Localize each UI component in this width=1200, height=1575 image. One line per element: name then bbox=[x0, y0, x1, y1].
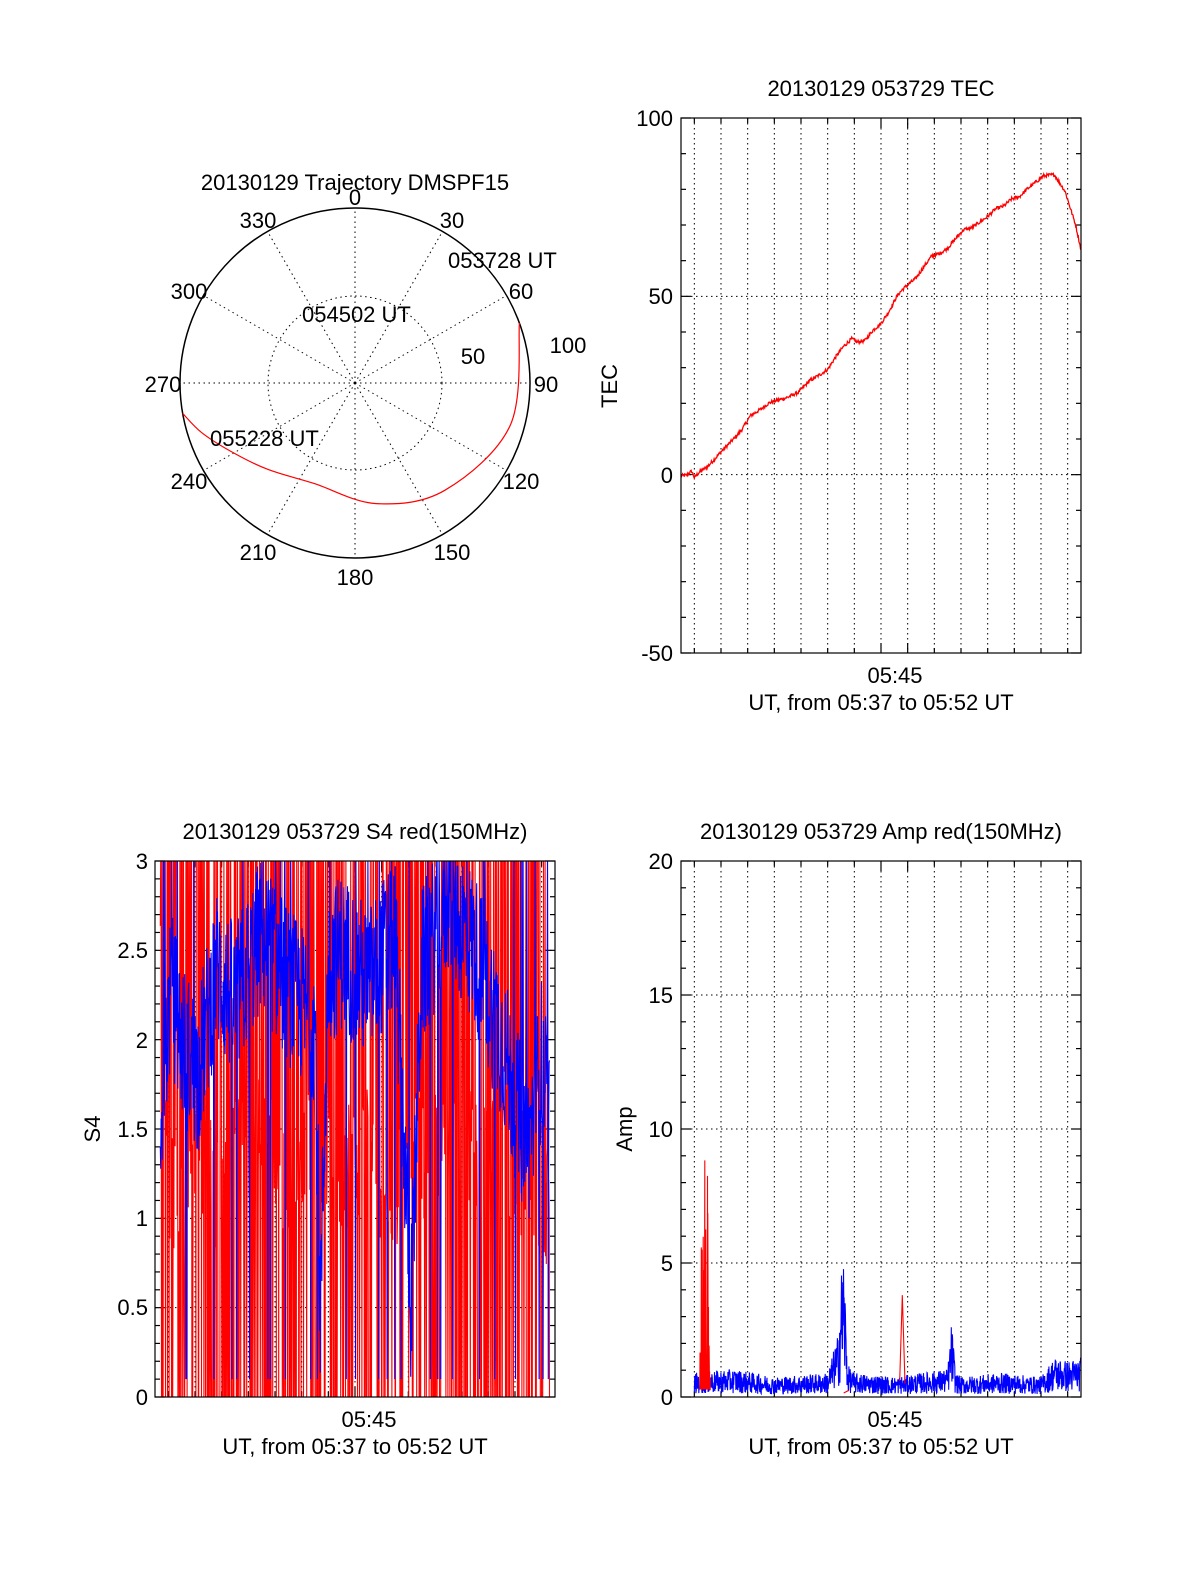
polar-azimuth-labels: 0 30 60 90 120 150 180 210 240 270 300 3… bbox=[145, 185, 559, 590]
amp-chart: 20130129 053729 Amp red(150MHz) 20 15 10… bbox=[612, 819, 1082, 1459]
azimuth-label-0: 0 bbox=[349, 185, 361, 210]
polar-spoke bbox=[354, 382, 443, 535]
tec-ylabel: TEC bbox=[597, 364, 622, 408]
tec-xtick-0545: 05:45 bbox=[867, 663, 922, 688]
s4-ylabel: S4 bbox=[80, 1116, 105, 1143]
azimuth-label-150: 150 bbox=[434, 540, 471, 565]
s4-xlabel: UT, from 05:37 to 05:52 UT bbox=[222, 1434, 487, 1459]
tec-ytick-0: 0 bbox=[661, 463, 673, 488]
polar-spoke bbox=[203, 382, 356, 471]
polar-spoke bbox=[267, 382, 356, 535]
polar-spoke bbox=[354, 231, 443, 384]
azimuth-label-180: 180 bbox=[337, 565, 374, 590]
azimuth-label-60: 60 bbox=[509, 279, 533, 304]
tec-xlabel: UT, from 05:37 to 05:52 UT bbox=[748, 690, 1013, 715]
tec-plot-frame bbox=[680, 117, 1082, 654]
amp-ytick-20: 20 bbox=[649, 849, 673, 874]
amp-series bbox=[693, 1160, 1082, 1396]
s4-series-blue bbox=[159, 860, 551, 1380]
tec-ytick-100: 100 bbox=[636, 106, 673, 131]
tec-ytick-50: 50 bbox=[649, 284, 673, 309]
polar-chart: 20130129 Trajectory DMSPF15 0 30 60 90 1… bbox=[145, 170, 587, 590]
amp-title: 20130129 053729 Amp red(150MHz) bbox=[700, 819, 1062, 844]
amp-series-blue bbox=[693, 1269, 1082, 1396]
azimuth-label-330: 330 bbox=[240, 208, 277, 233]
amp-ytick-0: 0 bbox=[661, 1385, 673, 1410]
s4-chart: 20130129 053729 S4 red(150MHz) 3 2.5 2 1… bbox=[80, 819, 556, 1459]
amp-grid bbox=[681, 860, 1081, 1398]
polar-spoke bbox=[267, 231, 356, 384]
s4-xtick-0545: 05:45 bbox=[341, 1407, 396, 1432]
radial-label-50: 50 bbox=[461, 344, 485, 369]
polar-spoke bbox=[203, 295, 356, 384]
s4-ytick-3: 3 bbox=[136, 849, 148, 874]
s4-title: 20130129 053729 S4 red(150MHz) bbox=[183, 819, 528, 844]
azimuth-label-270: 270 bbox=[145, 372, 182, 397]
tec-grid bbox=[681, 117, 1081, 654]
amp-ytick-10: 10 bbox=[649, 1117, 673, 1142]
s4-ytick-2: 2 bbox=[136, 1028, 148, 1053]
polar-spokes bbox=[180, 208, 530, 558]
s4-plot-frame bbox=[154, 860, 556, 1398]
azimuth-label-30: 30 bbox=[440, 208, 464, 233]
s4-ytick-0: 0 bbox=[136, 1385, 148, 1410]
s4-ytick-0-5: 0.5 bbox=[117, 1295, 148, 1320]
azimuth-label-90: 90 bbox=[534, 372, 558, 397]
polar-outer-ring bbox=[179, 207, 531, 559]
amp-xlabel: UT, from 05:37 to 05:52 UT bbox=[748, 1434, 1013, 1459]
s4-ytick-1: 1 bbox=[136, 1206, 148, 1231]
tec-ytick-minus50: -50 bbox=[641, 641, 673, 666]
azimuth-label-240: 240 bbox=[171, 469, 208, 494]
s4-series bbox=[159, 860, 551, 1398]
azimuth-label-120: 120 bbox=[503, 469, 540, 494]
radial-label-100: 100 bbox=[550, 333, 587, 358]
amp-plot-frame bbox=[680, 860, 1082, 1398]
tec-series-line bbox=[680, 171, 1082, 480]
trajectory-line bbox=[182, 323, 520, 505]
annotation-mid: 054502 UT bbox=[302, 302, 411, 327]
tec-title: 20130129 053729 TEC bbox=[767, 76, 994, 101]
polar-spoke bbox=[354, 382, 507, 471]
polar-ring-50 bbox=[267, 295, 443, 471]
amp-ylabel: Amp bbox=[612, 1106, 637, 1151]
azimuth-label-300: 300 bbox=[171, 279, 208, 304]
annotation-start: 053728 UT bbox=[448, 248, 557, 273]
s4-ytick-1-5: 1.5 bbox=[117, 1117, 148, 1142]
amp-series-red bbox=[699, 1160, 906, 1394]
polar-spoke bbox=[354, 295, 507, 384]
tec-chart: 20130129 053729 TEC 100 50 0 -50 TEC 05:… bbox=[597, 76, 1082, 715]
amp-ytick-15: 15 bbox=[649, 983, 673, 1008]
azimuth-label-210: 210 bbox=[240, 540, 277, 565]
polar-title: 20130129 Trajectory DMSPF15 bbox=[201, 170, 509, 195]
s4-ytick-2-5: 2.5 bbox=[117, 938, 148, 963]
amp-ytick-5: 5 bbox=[661, 1251, 673, 1276]
annotation-end: 055228 UT bbox=[210, 426, 319, 451]
amp-xtick-0545: 05:45 bbox=[867, 1407, 922, 1432]
